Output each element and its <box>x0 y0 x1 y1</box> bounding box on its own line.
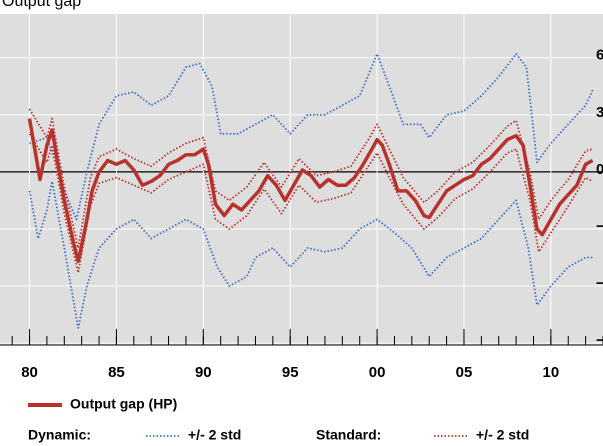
y-tick-label: 0 <box>596 161 603 178</box>
x-tick-label: 90 <box>195 364 212 381</box>
y-tick-label: −6 <box>596 275 603 292</box>
legend-label: +/- 2 std <box>476 427 529 443</box>
series-line <box>27 118 594 264</box>
x-tick-label: 05 <box>456 364 473 381</box>
y-tick-label: −9 <box>596 332 603 349</box>
legend-group: Standard: <box>316 427 381 443</box>
plot-background <box>0 14 603 345</box>
x-tick-label: 85 <box>108 364 125 381</box>
x-tick-label: 80 <box>21 364 38 381</box>
x-tick-label: 95 <box>282 364 299 381</box>
series-line <box>29 53 594 221</box>
x-tick-label: 00 <box>369 364 386 381</box>
y-tick-label: 3 <box>596 104 603 121</box>
x-tick-label: 10 <box>543 364 560 381</box>
legend-label: Output gap (HP) <box>70 396 177 412</box>
chart-title: Output gap <box>2 0 81 10</box>
legend-group: Dynamic: <box>28 427 91 443</box>
y-tick-label: 6 <box>596 47 603 64</box>
series-line <box>28 180 593 329</box>
legend-label: +/- 2 std <box>188 427 241 443</box>
y-tick-label: −3 <box>596 218 603 235</box>
